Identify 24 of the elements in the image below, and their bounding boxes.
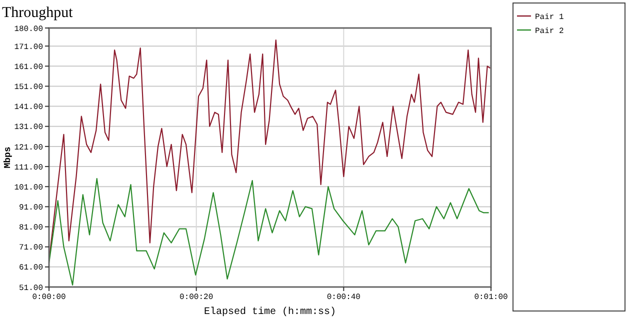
- y-tick-label: 180.00: [14, 24, 44, 34]
- y-tick-label: 141.00: [14, 103, 44, 112]
- y-tick-label: 161.00: [14, 62, 44, 72]
- x-tick-label: 0:01:00: [474, 293, 508, 302]
- chart-title: Throughput: [2, 5, 74, 21]
- y-tick-label: 81.00: [18, 224, 44, 233]
- x-tick-label: 0:00:20: [180, 293, 214, 302]
- y-tick-label: 61.00: [18, 264, 44, 273]
- y-tick-label: 51.00: [18, 284, 44, 293]
- legend-label: Pair 2: [535, 26, 564, 36]
- y-tick-label: 101.00: [14, 183, 44, 192]
- y-tick-label: 111.00: [14, 163, 44, 172]
- legend-label: Pair 1: [535, 12, 564, 22]
- line-series: [48, 178, 490, 286]
- x-axis-title: Elapsed time (h:mm:ss): [204, 306, 336, 318]
- y-tick-label: 121.00: [14, 143, 44, 152]
- y-tick-label: 71.00: [18, 244, 44, 253]
- y-tick-label: 151.00: [14, 83, 44, 92]
- y-tick-label: 131.00: [14, 123, 44, 132]
- y-tick-label: 91.00: [18, 203, 44, 212]
- x-tick-label: 0:00:40: [326, 293, 361, 302]
- y-axis-title: Mbps: [3, 146, 13, 168]
- x-tick-label: 0:00:00: [32, 293, 66, 302]
- y-tick-label: 171.00: [14, 42, 44, 52]
